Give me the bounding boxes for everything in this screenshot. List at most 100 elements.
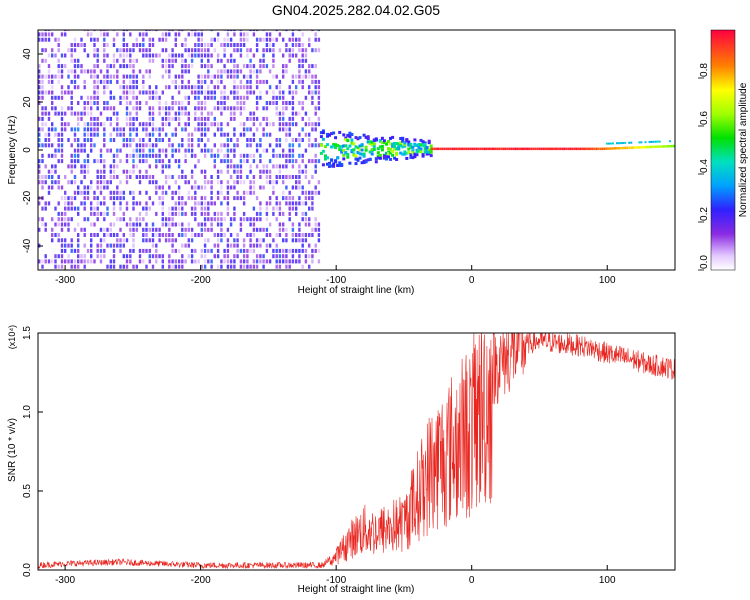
spectrogram-cell <box>181 169 184 174</box>
spectrogram-cell <box>278 233 282 237</box>
spectrogram-cell <box>429 150 433 154</box>
spectrogram-cell <box>298 30 301 32</box>
spectrogram-cell <box>145 101 148 105</box>
spectrogram-cell <box>275 175 278 179</box>
spectrogram-cell <box>125 122 129 127</box>
spectrogram-cell <box>372 148 376 151</box>
spectrogram-cell <box>93 190 96 195</box>
spectrogram-cell <box>41 32 44 37</box>
spectrogram-cell <box>142 259 145 264</box>
spectrogram-cell <box>282 74 285 79</box>
spectrogram-cell <box>249 169 252 174</box>
spectrogram-cell <box>229 74 233 79</box>
spectrogram-cell <box>129 217 132 222</box>
spectrogram-cell <box>393 144 397 148</box>
spectrogram-cell <box>70 101 73 105</box>
spectrogram-cell <box>135 201 138 206</box>
spectrogram-cell <box>291 122 295 127</box>
spectrogram-cell <box>648 141 651 143</box>
spectrogram-cell <box>314 185 317 190</box>
spectrogram-cell <box>213 95 216 100</box>
spectrogram-cell <box>164 69 168 74</box>
spectrogram-cell <box>275 85 278 90</box>
spectrogram-cell <box>116 48 119 53</box>
spectrogram-cell <box>360 152 364 156</box>
spectrogram-cell <box>112 127 116 132</box>
spectrogram-cell <box>508 147 511 151</box>
spectrogram-cell <box>44 90 47 95</box>
spectrogram-cell <box>252 248 256 253</box>
spectrogram-cell <box>64 206 67 211</box>
spectrogram-cell <box>90 32 93 37</box>
spectrogram-cell <box>226 148 230 153</box>
spectrogram-cell <box>242 122 246 127</box>
spectrogram-cell <box>210 201 213 206</box>
spectrogram-cell <box>197 106 200 111</box>
spectrogram-cell <box>540 147 543 151</box>
spectrogram-cell <box>317 79 321 84</box>
spectrogram-cell <box>51 227 54 232</box>
spectrogram-cell <box>332 143 336 147</box>
spectrogram-cell <box>177 206 181 211</box>
spectrogram-cell <box>226 259 230 264</box>
spectrogram-cell <box>380 136 384 140</box>
spectrogram-cell <box>47 53 51 58</box>
spectrogram-cell <box>51 74 54 79</box>
spectrogram-cell <box>220 259 223 264</box>
spectrogram-cell <box>259 243 262 248</box>
spectrogram-cell <box>628 146 631 150</box>
spectrogram-cell <box>223 217 226 222</box>
spectrogram-cell <box>668 145 671 148</box>
spectrogram-cell <box>96 95 99 100</box>
spectrogram-cell <box>148 259 151 264</box>
spectrogram-cell <box>90 116 93 121</box>
spectrogram-cell <box>210 180 213 185</box>
spectrogram-cell <box>122 233 125 237</box>
spectrogram-cell <box>265 79 269 84</box>
spectrogram-cell <box>51 122 54 127</box>
spectrogram-cell <box>239 169 243 174</box>
spectrogram-cell <box>360 148 364 152</box>
spectrogram-cell <box>642 146 645 149</box>
spectrogram-cell <box>158 233 161 237</box>
spectrogram-cell <box>171 211 174 216</box>
spectrogram-cell <box>275 217 278 222</box>
spectrogram-cell <box>298 132 301 137</box>
spectrogram-cell <box>210 122 213 127</box>
spectrogram-cell <box>44 143 47 148</box>
spectrogram-cell <box>314 32 317 37</box>
spectrogram-cell <box>96 175 99 179</box>
spectrogram-cell <box>109 164 112 169</box>
spectrogram-cell <box>90 148 93 153</box>
spectrogram-cell <box>77 148 80 153</box>
spectrogram-cell <box>73 190 77 195</box>
spectrogram-cell <box>116 185 119 190</box>
spectrogram-cell <box>479 147 482 151</box>
spectrogram-cell <box>168 211 171 216</box>
spectrogram-cell <box>106 243 109 248</box>
spectrogram-cell <box>210 148 213 153</box>
spectrogram-cell <box>308 69 311 74</box>
spectrogram-cell <box>177 122 181 127</box>
spectrogram-cell <box>168 32 171 37</box>
spectrogram-cell <box>93 143 96 148</box>
spectrogram-cell <box>60 227 64 232</box>
spectrogram-cell <box>60 196 64 201</box>
spectrogram-cell <box>311 48 314 53</box>
spectrogram-cell <box>168 264 171 269</box>
spectrogram-cell <box>190 58 194 63</box>
spectrogram-cell <box>275 248 278 253</box>
spectrogram-cell <box>200 74 203 79</box>
spectrogram-cell <box>44 138 47 142</box>
spectrogram-cell <box>148 122 151 127</box>
spectrogram-cell <box>282 238 285 243</box>
spectrogram-cell <box>151 264 155 269</box>
spectrogram-cell <box>86 248 90 253</box>
spectrogram-cell <box>145 143 148 148</box>
spectrogram-cell <box>370 140 374 144</box>
spectrogram-cell <box>233 69 236 74</box>
spectrogram-cell <box>57 43 60 47</box>
spectrogram-cell <box>41 111 44 116</box>
spectrogram-cell <box>200 53 203 58</box>
